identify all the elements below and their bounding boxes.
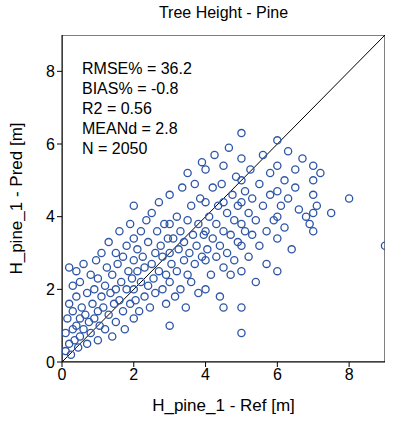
svg-text:0: 0 bbox=[46, 354, 55, 371]
svg-text:0: 0 bbox=[58, 366, 67, 383]
svg-text:2: 2 bbox=[46, 281, 55, 298]
html-text:N = 2050: N = 2050 bbox=[82, 140, 148, 157]
html-text:R2 = 0.56: R2 = 0.56 bbox=[82, 100, 152, 117]
svg-text:H_pine_1 - Pred [m]: H_pine_1 - Pred [m] bbox=[8, 122, 26, 274]
svg-text:8: 8 bbox=[345, 366, 354, 383]
svg-text:8: 8 bbox=[46, 63, 55, 80]
html-text:RMSE% = 36.2: RMSE% = 36.2 bbox=[82, 60, 192, 77]
svg-text:4: 4 bbox=[46, 208, 55, 225]
html-text:Tree Height - Pine: Tree Height - Pine bbox=[158, 4, 289, 21]
html-text:BIAS% = -0.8: BIAS% = -0.8 bbox=[82, 80, 179, 97]
svg-text:2: 2 bbox=[129, 366, 138, 383]
svg-text:6: 6 bbox=[273, 366, 282, 383]
svg-text:6: 6 bbox=[46, 136, 55, 153]
html-text:MEANd = 2.8: MEANd = 2.8 bbox=[82, 120, 178, 137]
svg-text:H_pine_1 - Ref [m]: H_pine_1 - Ref [m] bbox=[152, 396, 295, 415]
svg-text:4: 4 bbox=[201, 366, 210, 383]
